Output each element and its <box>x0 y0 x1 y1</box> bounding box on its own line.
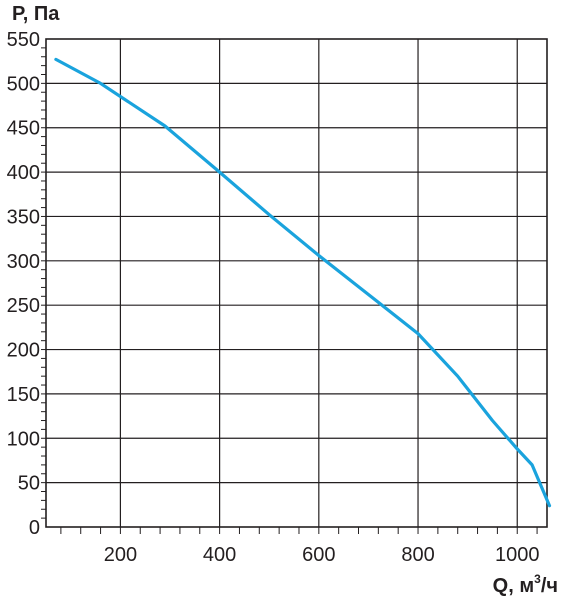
x-tick-label: 200 <box>104 544 137 566</box>
y-axis-label: P, Па <box>12 3 60 25</box>
data-series <box>54 57 552 508</box>
y-tick-label: 50 <box>18 473 40 495</box>
x-axis-label-main: Q, м <box>493 575 534 597</box>
y-tick-label: 550 <box>7 29 40 51</box>
y-tick-label: 400 <box>7 162 40 184</box>
y-tick-label: 100 <box>7 428 40 450</box>
y-tick-label: 300 <box>7 251 40 273</box>
x-tick-labels: 200 400 600 800 1000 <box>104 544 540 566</box>
y-tick-label: 500 <box>7 73 40 95</box>
y-tick-label: 450 <box>7 118 40 140</box>
y-tick-label: 350 <box>7 206 40 228</box>
x-tick-label: 400 <box>203 544 236 566</box>
x-tick-label: 1000 <box>495 544 540 566</box>
y-tick-labels: 0 50 100 150 200 250 300 350 400 450 500 550 <box>7 29 40 539</box>
x-axis-label-tail: /ч <box>541 575 558 597</box>
x-axis-label-superscript: 3 <box>534 572 541 586</box>
y-tick-label: 250 <box>7 295 40 317</box>
x-axis-label: Q, м3/ч <box>493 572 558 597</box>
y-tick-label: 200 <box>7 340 40 362</box>
plot-frame <box>45 38 548 528</box>
grid <box>46 39 547 527</box>
pressure-curve-line <box>54 57 552 508</box>
minor-ticks <box>41 47 538 534</box>
x-tick-label: 800 <box>401 544 434 566</box>
x-tick-label: 600 <box>302 544 335 566</box>
y-tick-label: 150 <box>7 384 40 406</box>
y-tick-label: 0 <box>29 517 40 539</box>
